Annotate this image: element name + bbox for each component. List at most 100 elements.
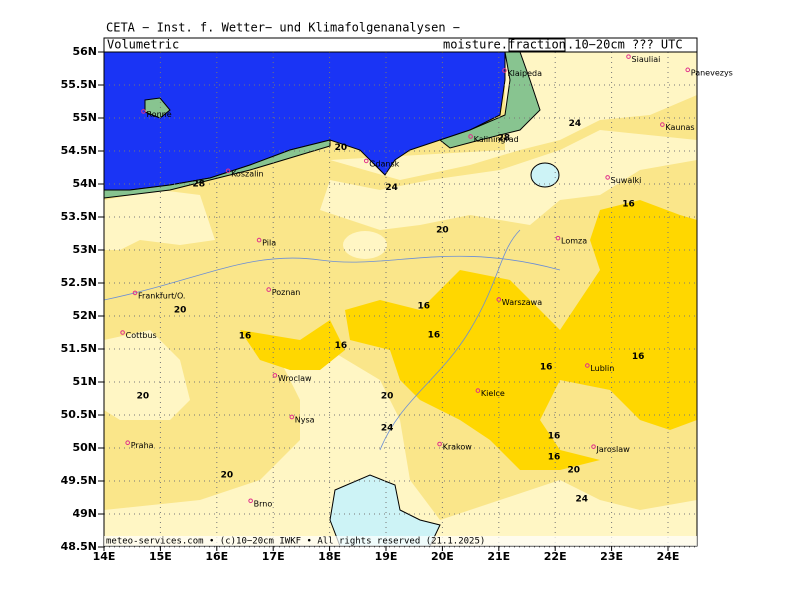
city-label: Praha (131, 441, 154, 450)
lat-tick-label: 52.5N (61, 276, 97, 289)
contour-label: 24 (569, 119, 582, 129)
city-marker (685, 67, 691, 73)
city-label: Frankfurt/O. (138, 291, 185, 300)
unit: fraction (508, 38, 566, 52)
city-label: Lomza (561, 237, 587, 246)
city-marker (496, 297, 502, 302)
land-wet (320, 130, 697, 230)
contour-label: 20 (381, 391, 394, 401)
city-marker (272, 373, 278, 378)
land-dry (345, 200, 697, 470)
city-label: Lublin (590, 364, 614, 373)
city-label: Jaroslaw (596, 445, 631, 454)
city-label: Wroclaw (278, 374, 312, 383)
city-label: Krakow (443, 443, 473, 452)
lat-tick-label: 49N (72, 507, 97, 520)
city-marker (141, 109, 146, 114)
contour-label: 16 (548, 432, 561, 442)
city-marker (660, 122, 665, 127)
lon-tick-label: 19E (375, 550, 398, 563)
title: CETA − Inst. f. Wetter− und Klimafolgena… (106, 21, 460, 35)
city-label: Kaliningrad (474, 135, 519, 144)
city-marker (132, 290, 138, 296)
contour-label: 20 (568, 465, 581, 475)
footer-bar (104, 536, 697, 546)
lon-tick-label: 22E (544, 550, 567, 563)
map-fields (104, 52, 697, 546)
city-marker (125, 440, 130, 446)
city-marker (468, 134, 473, 139)
lat-tick-label: 48.5N (61, 540, 97, 553)
city-marker (225, 168, 231, 174)
lat-tick-label: 52N (72, 309, 97, 322)
contour-label: 28 (498, 133, 511, 143)
city-marker (591, 444, 596, 449)
city-label: Suwalki (611, 176, 642, 185)
river (379, 229, 521, 451)
city-marker (289, 414, 295, 420)
city-label: Koszalin (231, 169, 264, 178)
contour-label: 20 (137, 391, 150, 401)
contour-label: 24 (385, 183, 398, 193)
city-label: Pila (262, 239, 276, 248)
contour-label: 16 (548, 453, 561, 463)
city-marker (256, 237, 262, 243)
lon-tick-label: 20E (431, 550, 454, 563)
lon-tick-label: 23E (600, 550, 623, 563)
depth-time: .10−20cm ??? UTC (567, 38, 683, 52)
footer: meteo-services.com • (c)10−20cm IWKF • A… (106, 537, 485, 547)
city-marker (266, 287, 271, 292)
city-marker (555, 235, 561, 241)
city-label: Panevezys (691, 68, 733, 77)
contour-label: 20 (174, 306, 187, 316)
contour-label: 16 (540, 362, 553, 372)
contour-label: 16 (632, 352, 645, 362)
contour-label: 20 (335, 143, 348, 153)
lat-tick-label: 53N (72, 243, 97, 256)
contour-label: 28 (192, 180, 205, 190)
lon-tick-label: 16E (205, 550, 228, 563)
contour-label: 24 (575, 494, 588, 504)
contour-label: 16 (622, 199, 635, 209)
contour-label: 16 (239, 331, 252, 341)
contour-label: 16 (335, 341, 348, 351)
contour-label: 16 (428, 331, 441, 341)
city-label: Poznan (272, 288, 301, 297)
lon-tick-label: 18E (318, 550, 341, 563)
field-label: Volumetric (107, 38, 179, 52)
city-marker (626, 54, 631, 59)
lat-tick-label: 53.5N (61, 210, 97, 223)
lon-tick-label: 21E (487, 550, 510, 563)
city-marker (363, 158, 369, 164)
city-marker (248, 498, 253, 504)
lat-tick-label: 51.5N (61, 342, 97, 355)
lat-tick-label: 49.5N (61, 474, 97, 487)
city-marker (475, 388, 481, 393)
land-wet (104, 330, 190, 420)
land-wet (343, 231, 387, 259)
lat-tick-label: 55.5N (61, 78, 97, 91)
city-label: Gdansk (369, 159, 399, 168)
city-label: Kaunas (665, 123, 694, 132)
lake-wet-area (530, 162, 560, 188)
contour-label: 16 (418, 302, 431, 312)
city-label: Kielce (481, 389, 505, 398)
lat-tick-label: 50N (72, 441, 97, 454)
land-dry (240, 320, 345, 370)
lon-tick-label: 17E (262, 550, 285, 563)
city-marker (437, 441, 442, 447)
city-label: Siauliai (632, 55, 661, 64)
contour-label: 24 (381, 424, 394, 434)
lat-tick-label: 51N (72, 375, 97, 388)
lat-tick-label: 54.5N (61, 144, 97, 157)
lat-tick-label: 56N (72, 45, 97, 58)
city-marker (605, 175, 610, 180)
field-name: moisture. (443, 38, 508, 52)
lon-tick-label: 24E (657, 550, 680, 563)
land-wet (104, 190, 215, 250)
city-marker (120, 330, 125, 335)
lon-tick-label: 14E (93, 550, 116, 563)
river (104, 255, 561, 301)
city-marker (585, 363, 590, 368)
